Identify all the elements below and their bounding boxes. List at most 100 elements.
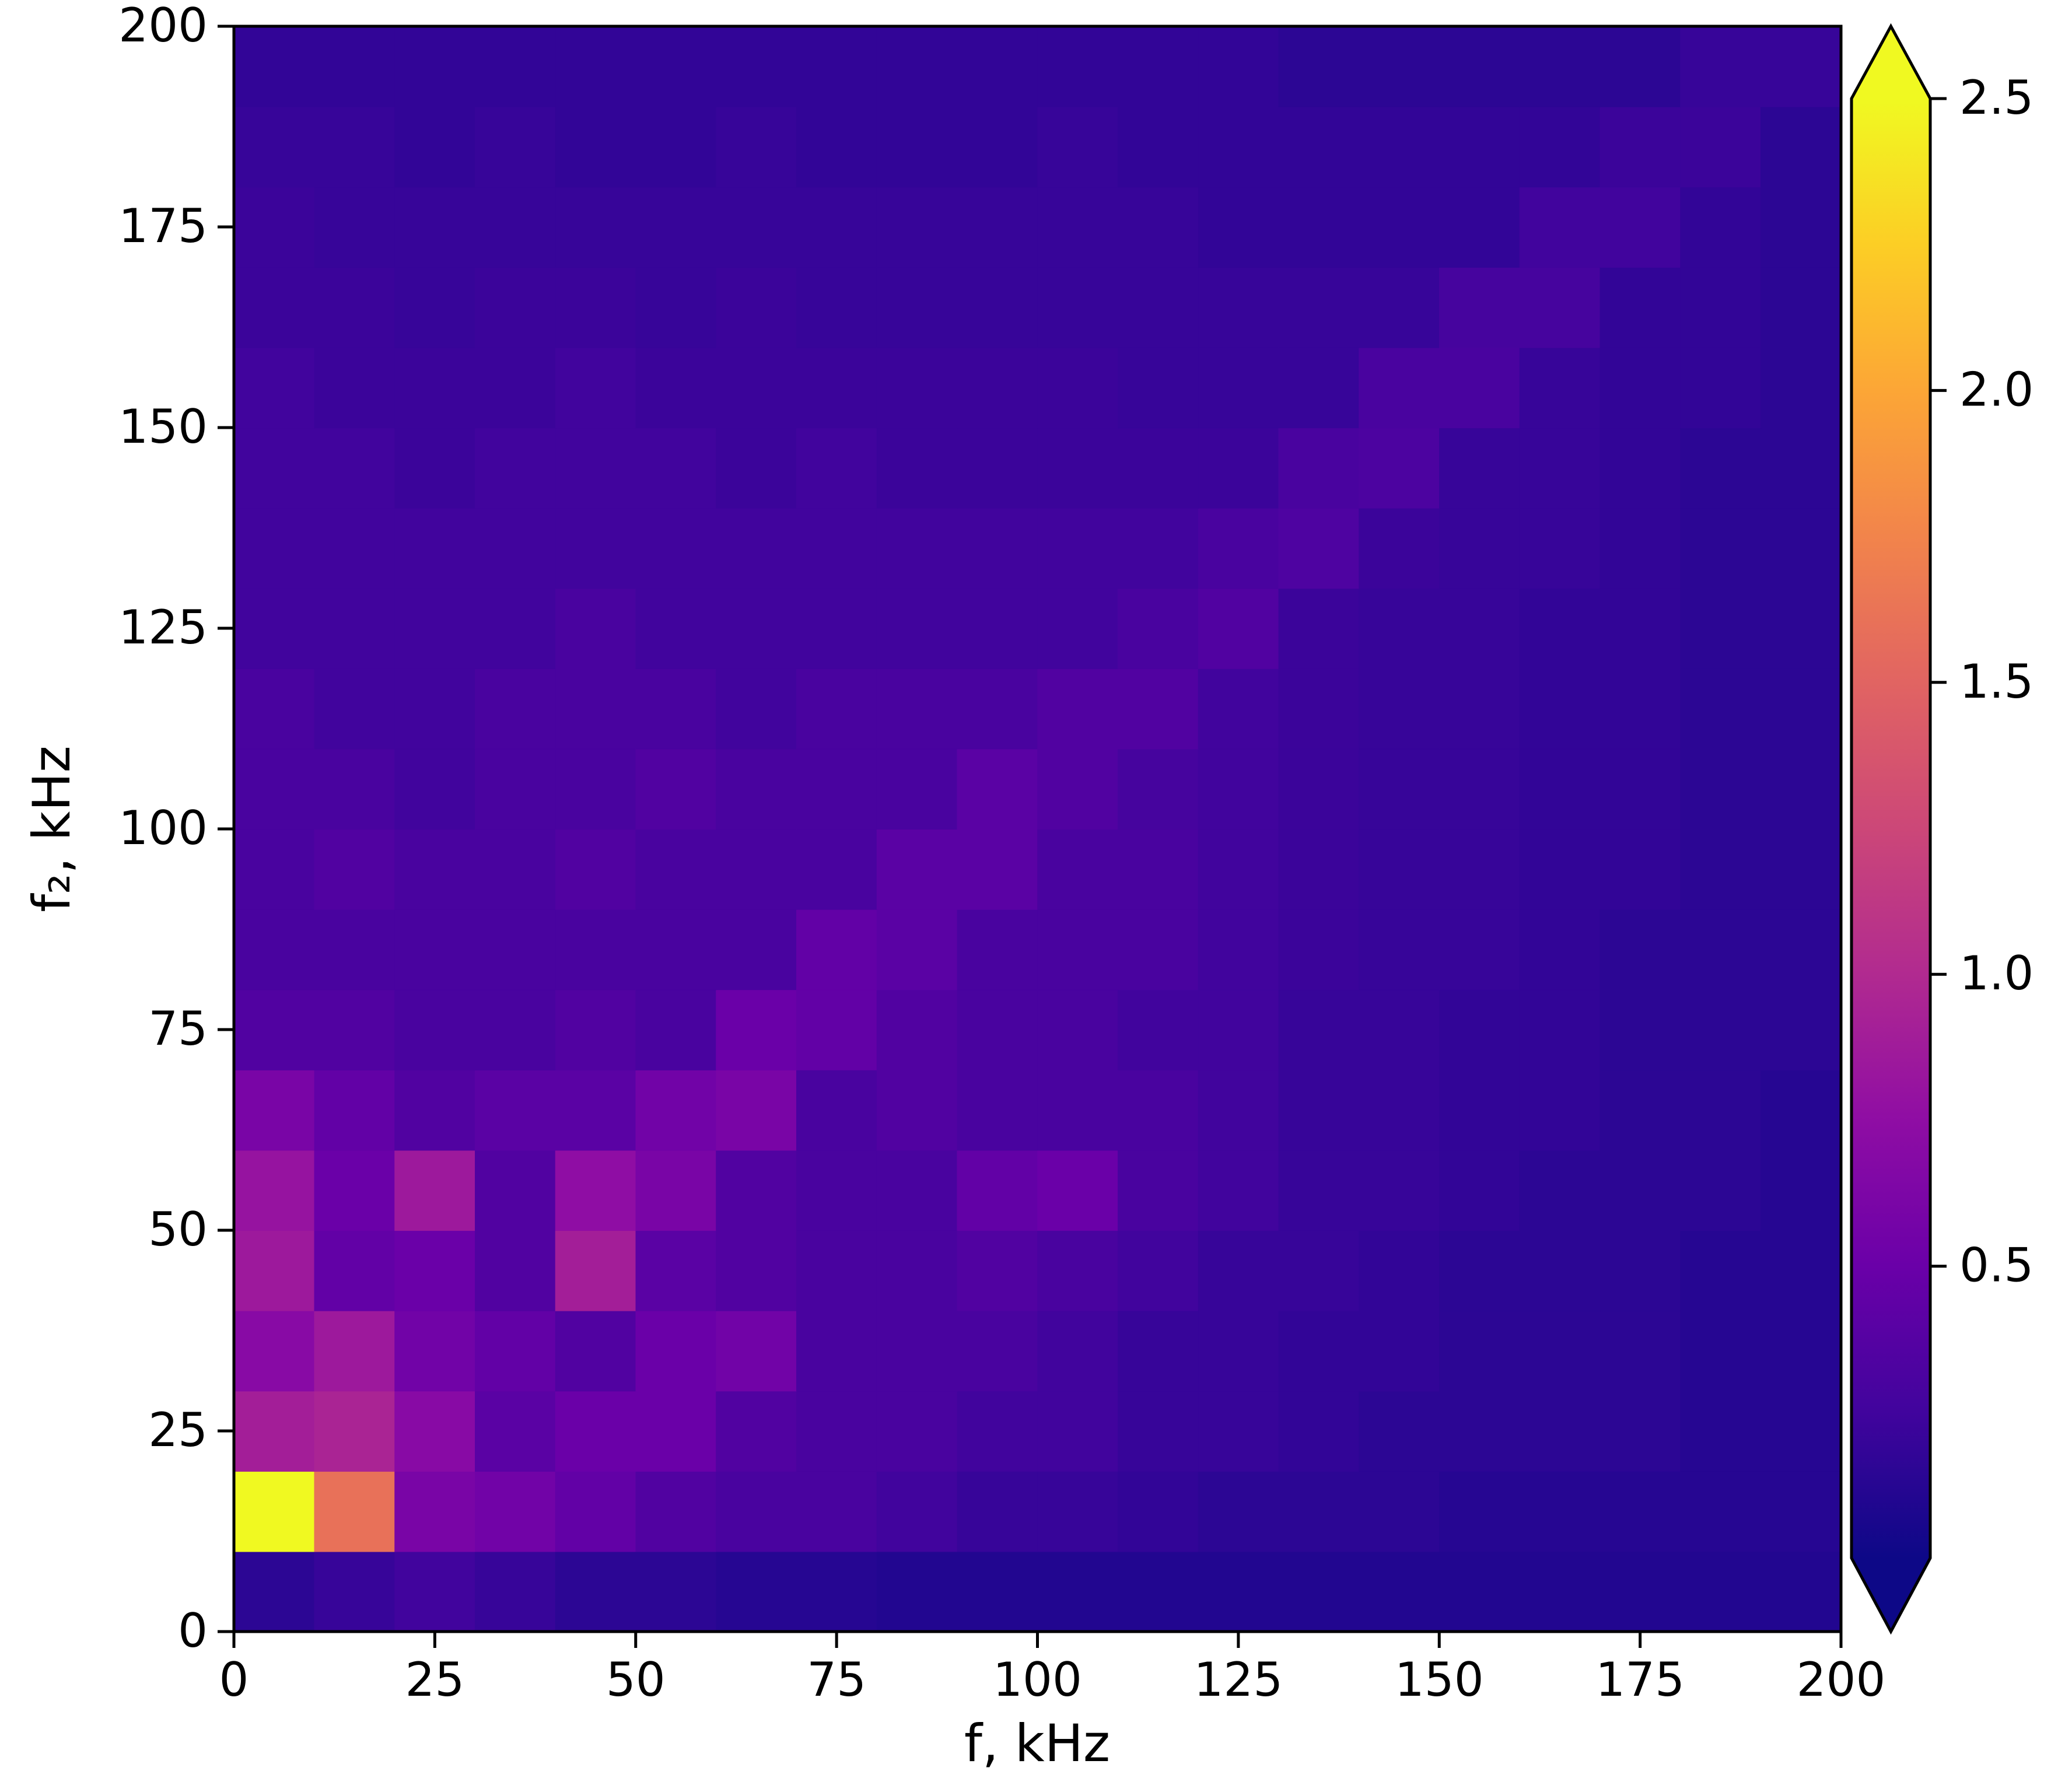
heatmap-cell [1519, 1230, 1601, 1311]
heatmap-cell [234, 1069, 315, 1151]
heatmap-cell [1198, 267, 1279, 348]
heatmap-cell [1600, 668, 1681, 750]
heatmap-cell [635, 587, 717, 669]
heatmap-cell [957, 1471, 1038, 1552]
heatmap-cell [1680, 1150, 1762, 1231]
heatmap-cell [475, 1471, 556, 1552]
heatmap-cell [555, 909, 636, 991]
heatmap-cell [1760, 427, 1841, 509]
heatmap-cell [1118, 508, 1199, 589]
heatmap-cell [1118, 748, 1199, 830]
heatmap-cell [314, 347, 396, 429]
heatmap-cell [314, 106, 396, 188]
y-tick-label: 25 [148, 1403, 208, 1457]
heatmap-cell [1198, 909, 1279, 991]
heatmap-cell [716, 828, 797, 910]
heatmap-cell [1037, 427, 1119, 509]
heatmap-cell [1680, 1390, 1762, 1472]
heatmap-cell [1118, 186, 1199, 268]
y-tick-label: 200 [118, 0, 208, 52]
heatmap-cell [475, 26, 556, 107]
heatmap-cell [1600, 508, 1681, 589]
heatmap-cell [394, 1310, 476, 1392]
heatmap-cell [635, 106, 717, 188]
heatmap-cell [1118, 1069, 1199, 1151]
heatmap-cell [1519, 106, 1601, 188]
heatmap-cell [234, 1150, 315, 1231]
heatmap-cell [796, 106, 878, 188]
heatmap-cell [1198, 1069, 1279, 1151]
heatmap-cell [1439, 106, 1521, 188]
heatmap-cell [1037, 989, 1119, 1070]
heatmap-cell [796, 748, 878, 830]
heatmap-cell [1198, 427, 1279, 509]
x-tick-label: 50 [606, 1653, 666, 1707]
colorbar-tick-label: 1.0 [1959, 946, 2034, 1000]
heatmap-cell [234, 909, 315, 991]
colorbar-outline [1850, 23, 1932, 1635]
x-tick-label: 175 [1595, 1653, 1685, 1707]
heatmap-cell [1278, 347, 1360, 429]
heatmap-cell [957, 909, 1038, 991]
heatmap-cell [635, 1390, 717, 1472]
heatmap-cell [1278, 1310, 1360, 1392]
colorbar-tick-label: 2.0 [1959, 362, 2034, 416]
heatmap-cell [1680, 1230, 1762, 1311]
heatmap-cell [555, 508, 636, 589]
heatmap-cell [1359, 347, 1440, 429]
heatmap-cell [635, 267, 717, 348]
heatmap-cell [1760, 668, 1841, 750]
heatmap-cell [1760, 989, 1841, 1070]
heatmap-cell [1680, 909, 1762, 991]
heatmap-cell [1600, 1069, 1681, 1151]
heatmap-cell [555, 1069, 636, 1151]
heatmap-cell [1600, 186, 1681, 268]
heatmap-cell [1600, 347, 1681, 429]
heatmap-cell [716, 1150, 797, 1231]
heatmap-cell [716, 106, 797, 188]
heatmap-cell [475, 427, 556, 509]
heatmap-cell [1118, 427, 1199, 509]
heatmap-cell [394, 1230, 476, 1311]
heatmap-cell [796, 1551, 878, 1632]
heatmap-cell [1519, 1150, 1601, 1231]
heatmap-cell [1359, 668, 1440, 750]
heatmap-cell [1198, 989, 1279, 1070]
heatmap-cell [234, 508, 315, 589]
heatmap-cell [876, 106, 958, 188]
heatmap-cell [1278, 1551, 1360, 1632]
heatmap-cell [475, 1230, 556, 1311]
heatmap-cell [475, 1551, 556, 1632]
colorbar-tick-label: 1.5 [1959, 654, 2034, 709]
heatmap-cell [1359, 828, 1440, 910]
heatmap-cell [1760, 26, 1841, 107]
heatmap-cell [555, 828, 636, 910]
heatmap-cell [957, 347, 1038, 429]
heatmap-cell [314, 909, 396, 991]
heatmap-cell [1439, 909, 1521, 991]
heatmap-cell [876, 1069, 958, 1151]
heatmap-cell [876, 186, 958, 268]
heatmap-cell [475, 748, 556, 830]
heatmap-cell [1198, 1551, 1279, 1632]
heatmap-cell [1359, 587, 1440, 669]
y-tick-label: 75 [148, 1002, 208, 1056]
heatmap-cell [716, 1310, 797, 1392]
heatmap-cell [394, 989, 476, 1070]
heatmap-cell [1278, 1069, 1360, 1151]
colorbar-extend-max [1852, 26, 1930, 99]
heatmap-cell [314, 828, 396, 910]
heatmap-cell [555, 267, 636, 348]
heatmap-cell [1680, 427, 1762, 509]
heatmap-cell [394, 909, 476, 991]
heatmap-cell [1278, 668, 1360, 750]
heatmap-cell [314, 1390, 396, 1472]
heatmap-cell [635, 909, 717, 991]
heatmap-cell [1118, 267, 1199, 348]
heatmap-cell [876, 427, 958, 509]
heatmap-cell [1680, 347, 1762, 429]
heatmap-cell [635, 26, 717, 107]
heatmap-cell [1359, 106, 1440, 188]
heatmap-cell [234, 1310, 315, 1392]
heatmap-cell [716, 587, 797, 669]
